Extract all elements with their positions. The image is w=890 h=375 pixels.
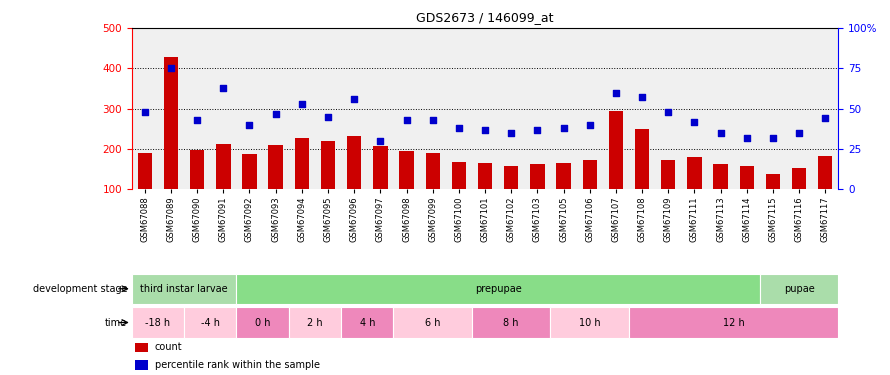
Bar (556, 163, 570, 230)
Bar (760, 274, 838, 304)
Point (661, 109, 676, 115)
Bar (320, 141, 336, 230)
Bar (132, 274, 237, 304)
Point (269, 111, 283, 117)
Point (190, 117, 205, 123)
Point (740, 135, 754, 141)
Text: count: count (155, 342, 182, 352)
Bar (393, 308, 472, 338)
Bar (452, 162, 466, 230)
Bar (184, 308, 237, 338)
Point (583, 122, 597, 128)
Text: -4 h: -4 h (201, 318, 220, 327)
Point (242, 122, 256, 128)
Point (425, 117, 440, 123)
Bar (472, 308, 551, 338)
Point (556, 125, 570, 131)
Point (687, 118, 701, 124)
Bar (242, 154, 256, 230)
Text: pupae: pupae (784, 284, 814, 294)
Point (818, 116, 832, 122)
Text: 10 h: 10 h (578, 318, 601, 327)
Bar (792, 168, 806, 230)
Bar (341, 308, 393, 338)
Bar (135, 360, 148, 370)
Bar (478, 163, 492, 230)
Text: development stage: development stage (33, 284, 127, 294)
Bar (400, 151, 414, 230)
Point (400, 117, 414, 123)
Bar (216, 144, 231, 230)
Bar (504, 166, 518, 230)
Text: -18 h: -18 h (145, 318, 171, 327)
Bar (583, 160, 597, 230)
Bar (135, 343, 148, 352)
Bar (661, 160, 676, 230)
Bar (629, 308, 838, 338)
Text: 6 h: 6 h (425, 318, 441, 327)
Point (452, 125, 466, 131)
Bar (714, 164, 728, 230)
Text: prepupae: prepupae (474, 284, 522, 294)
Text: percentile rank within the sample: percentile rank within the sample (155, 360, 320, 370)
Point (792, 130, 806, 136)
Point (530, 127, 545, 133)
Point (347, 96, 361, 102)
Bar (687, 157, 701, 230)
Text: 12 h: 12 h (723, 318, 745, 327)
Point (609, 90, 623, 96)
Bar (609, 111, 623, 230)
Text: 8 h: 8 h (504, 318, 519, 327)
Bar (164, 57, 178, 230)
Bar (765, 174, 781, 230)
Bar (373, 146, 387, 230)
Bar (237, 308, 288, 338)
Bar (551, 308, 629, 338)
Point (216, 85, 231, 91)
Text: third instar larvae: third instar larvae (141, 284, 228, 294)
Bar (740, 166, 754, 230)
Text: GDS2673 / 146099_at: GDS2673 / 146099_at (417, 11, 554, 24)
Point (321, 114, 336, 120)
Point (635, 94, 649, 100)
Point (295, 101, 309, 107)
Bar (295, 138, 309, 230)
Point (373, 138, 387, 144)
Bar (138, 153, 152, 230)
Point (765, 135, 780, 141)
Point (478, 127, 492, 133)
Point (138, 109, 152, 115)
Bar (288, 308, 341, 338)
Bar (425, 153, 440, 230)
Bar (237, 274, 760, 304)
Bar (530, 164, 545, 230)
Point (504, 130, 518, 136)
Bar (635, 129, 650, 230)
Bar (132, 308, 184, 338)
Text: 2 h: 2 h (307, 318, 323, 327)
Text: 4 h: 4 h (360, 318, 375, 327)
Text: 0 h: 0 h (255, 318, 271, 327)
Bar (818, 156, 832, 230)
Point (164, 65, 178, 71)
Bar (190, 150, 205, 230)
Point (714, 130, 728, 136)
Bar (347, 136, 361, 230)
Text: time: time (105, 318, 127, 327)
Bar (269, 145, 283, 230)
